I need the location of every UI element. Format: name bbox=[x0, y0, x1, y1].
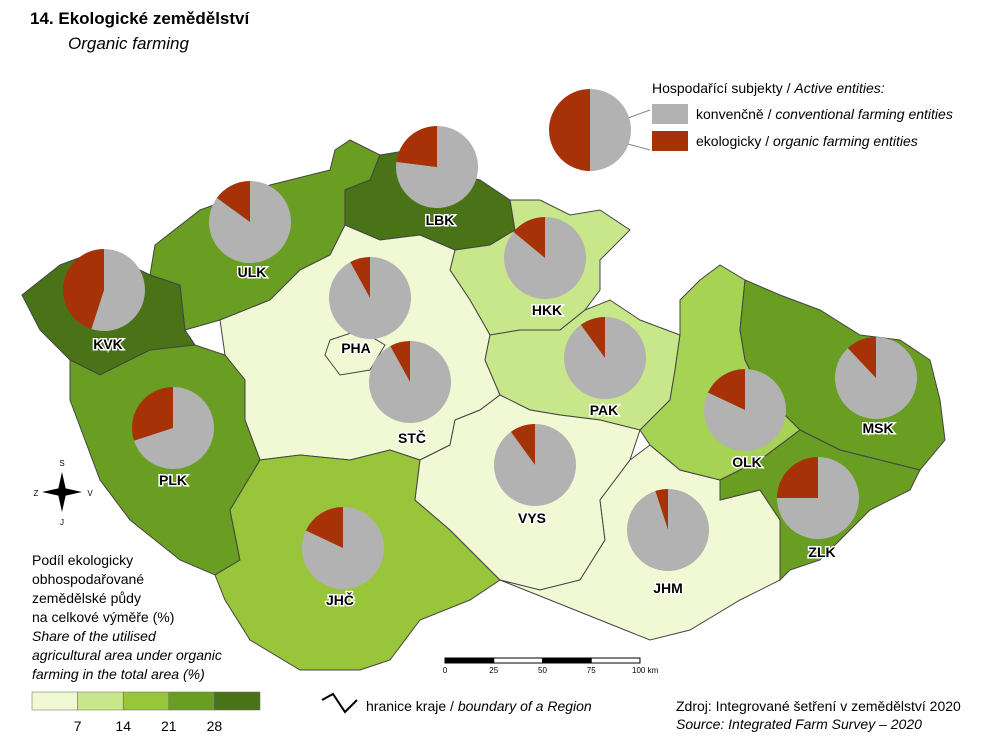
pie-slice bbox=[847, 337, 876, 378]
compass: S Z V J bbox=[34, 459, 94, 527]
region-label: ULK bbox=[238, 264, 267, 280]
region-label: HKK bbox=[532, 302, 562, 318]
pies bbox=[63, 126, 917, 589]
compass-label: Z bbox=[34, 489, 39, 498]
scale-label: 0 bbox=[443, 666, 448, 675]
pie-slice bbox=[91, 249, 145, 331]
region-label: MSK bbox=[862, 420, 893, 436]
legend-swatch bbox=[652, 104, 688, 124]
leader bbox=[627, 109, 651, 119]
legend-break: 14 bbox=[115, 718, 131, 734]
legend-box bbox=[168, 691, 215, 711]
region-labels: KVK ULK LBK HKK PHA STČ PAK PLK VYS JHČ … bbox=[92, 211, 895, 610]
pie-slice bbox=[513, 217, 545, 258]
pie-slice bbox=[216, 181, 250, 222]
legend-box bbox=[214, 691, 261, 711]
legend-box bbox=[77, 691, 124, 711]
legend-swatch bbox=[652, 131, 688, 151]
subtitle: Organic farming bbox=[68, 34, 189, 53]
text: organic farming entities bbox=[773, 133, 918, 149]
legend-break: 28 bbox=[207, 718, 223, 734]
pie-slice bbox=[655, 489, 668, 530]
region-label: LBK bbox=[426, 212, 455, 228]
compass-label: J bbox=[60, 518, 64, 527]
legend-text: na celkové výměře (%) bbox=[32, 609, 174, 625]
scale-label: 50 bbox=[538, 666, 547, 675]
source: Zdroj: Integrované šetření v zemědělství… bbox=[676, 698, 961, 714]
pie-slice bbox=[396, 126, 437, 167]
scale-bar: 0 25 50 75 100 km bbox=[443, 657, 659, 675]
pie-slice bbox=[134, 387, 214, 469]
pie-slice bbox=[580, 317, 605, 358]
region-label: JHM bbox=[653, 580, 683, 596]
legend-break: 21 bbox=[161, 718, 177, 734]
region-label: VYS bbox=[518, 510, 546, 526]
leader bbox=[627, 143, 651, 151]
text: ekologicky / bbox=[696, 133, 769, 149]
scale-label: 25 bbox=[489, 666, 498, 675]
scale-label: 75 bbox=[587, 666, 596, 675]
scale-segment bbox=[542, 658, 592, 663]
pie-slice bbox=[707, 369, 745, 410]
pie-slice bbox=[834, 337, 917, 420]
legend-break: 7 bbox=[74, 718, 82, 734]
region-label: OLK bbox=[732, 454, 762, 470]
text: conventional farming entities bbox=[775, 106, 952, 122]
legend-text: obhospodařované bbox=[32, 571, 144, 587]
pie-slice bbox=[510, 424, 535, 465]
legend-text: Share of the utilised bbox=[32, 628, 157, 644]
text: konvenčně / bbox=[696, 106, 772, 122]
region-label: ZLK bbox=[808, 544, 835, 560]
choropleth-legend: Podíl ekologicky obhospodařované zemědělsk… bbox=[31, 552, 261, 734]
legend-entry: ekologicky / organic farming entities bbox=[696, 133, 918, 149]
legend-box bbox=[122, 691, 170, 711]
scale-label: 100 km bbox=[632, 666, 659, 675]
region-label: PAK bbox=[590, 402, 619, 418]
pie-slice bbox=[368, 341, 451, 423]
boundary-legend: hranice kraje / boundary of a Region bbox=[366, 698, 592, 714]
text: hranice kraje / bbox=[366, 698, 454, 714]
pie-slice bbox=[549, 89, 590, 171]
legend-text: agricultural area under organic bbox=[32, 647, 222, 663]
legend-text: Podíl ekologicky bbox=[32, 552, 133, 568]
legend-text: farming in the total area (%) bbox=[32, 666, 205, 682]
region-label: JHČ bbox=[326, 591, 354, 608]
pie-slice bbox=[63, 249, 104, 329]
pie-slice bbox=[590, 89, 631, 171]
pie-slice bbox=[132, 386, 173, 441]
text: Active entities: bbox=[793, 80, 884, 96]
pie-slice bbox=[350, 257, 370, 298]
pie-legend-title: Hospodařící subjekty / Active entities: bbox=[652, 80, 885, 96]
compass-label: V bbox=[87, 489, 93, 498]
pie-slice bbox=[390, 341, 410, 382]
legend-text: zemědělské půdy bbox=[32, 590, 141, 606]
title: 14. Ekologické zemědělství bbox=[30, 9, 250, 28]
compass-label: S bbox=[59, 459, 64, 468]
region-label: PLK bbox=[159, 472, 187, 488]
region-label: STČ bbox=[398, 429, 426, 446]
boundary-symbol bbox=[321, 692, 358, 714]
region-label: KVK bbox=[93, 336, 123, 352]
text: Hospodařící subjekty / bbox=[652, 80, 791, 96]
scale-segment bbox=[445, 658, 494, 663]
legend-box bbox=[31, 691, 78, 711]
pie-slice bbox=[777, 457, 818, 498]
pie-slice bbox=[305, 507, 343, 548]
legend-entry: konvenčně / conventional farming entitie… bbox=[696, 106, 953, 122]
pie-slice bbox=[301, 507, 384, 589]
source: Source: Integrated Farm Survey – 2020 bbox=[676, 716, 922, 732]
text: boundary of a Region bbox=[458, 698, 592, 714]
region-label: PHA bbox=[341, 340, 371, 356]
